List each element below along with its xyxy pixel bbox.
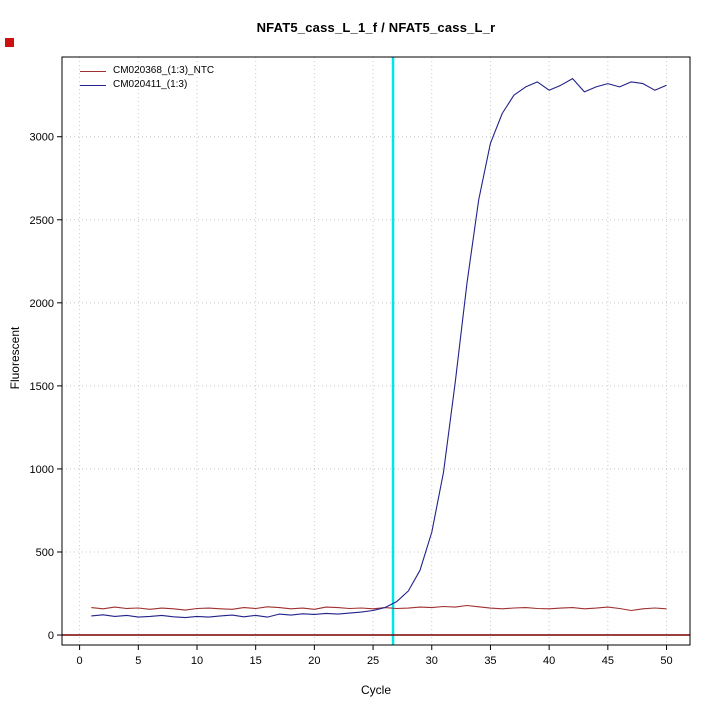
svg-text:1500: 1500	[30, 381, 54, 393]
legend-line-swatch-ntc	[80, 70, 106, 72]
x-axis-label: Cycle	[360, 683, 391, 697]
svg-text:50: 50	[660, 655, 672, 667]
legend-item: CM020368_(1:3)_NTC	[80, 64, 214, 78]
svg-text:40: 40	[543, 655, 555, 667]
svg-text:2500: 2500	[30, 215, 54, 227]
svg-text:3000: 3000	[30, 132, 54, 144]
legend-label-sample: CM020411_(1:3)	[113, 79, 188, 90]
svg-text:35: 35	[484, 655, 496, 667]
svg-text:0: 0	[48, 630, 54, 642]
svg-text:30: 30	[426, 655, 438, 667]
svg-text:1000: 1000	[30, 464, 54, 476]
legend-item: CM020411_(1:3)	[80, 78, 214, 92]
svg-text:25: 25	[367, 655, 379, 667]
svg-text:20: 20	[308, 655, 320, 667]
svg-text:0: 0	[77, 655, 83, 667]
svg-text:45: 45	[602, 655, 614, 667]
y-axis-label: Fluorescent	[8, 326, 22, 390]
corner-marker	[5, 38, 14, 47]
svg-text:15: 15	[250, 655, 262, 667]
svg-text:5: 5	[135, 655, 141, 667]
chart-title: NFAT5_cass_L_1_f / NFAT5_cass_L_r	[256, 20, 496, 35]
legend-line-swatch-sample	[80, 84, 106, 86]
svg-text:2000: 2000	[30, 298, 54, 310]
svg-text:10: 10	[191, 655, 203, 667]
svg-text:500: 500	[36, 547, 54, 559]
legend-label-ntc: CM020368_(1:3)_NTC	[113, 65, 215, 76]
legend: CM020368_(1:3)_NTC CM020411_(1:3)	[80, 64, 214, 92]
